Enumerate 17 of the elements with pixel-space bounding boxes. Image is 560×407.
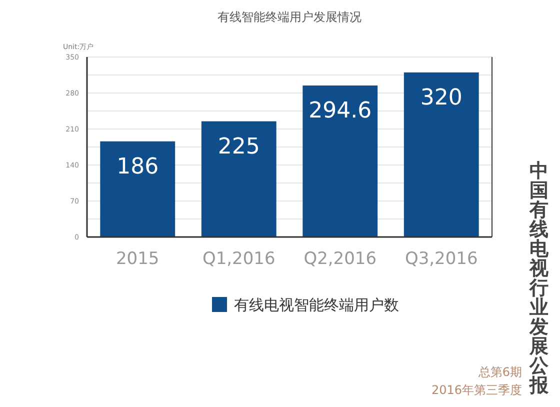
- data-label: 186: [116, 154, 159, 180]
- data-label: 294.6: [308, 98, 372, 124]
- x-tick-label: 2015: [116, 249, 160, 269]
- chart-title: 有线智能终端用户发展情况: [218, 10, 362, 24]
- bar: [201, 121, 276, 237]
- data-label: 320: [420, 85, 462, 110]
- bar: [404, 72, 479, 237]
- x-tick-label: Q2,2016: [304, 249, 377, 269]
- x-tick-label: Q1,2016: [202, 249, 276, 269]
- data-label: 225: [218, 134, 260, 160]
- x-tick-label: Q3,2016: [404, 249, 478, 269]
- bar: [100, 141, 176, 237]
- text: 2016年第三季度: [431, 383, 522, 397]
- legend-label: 有线电视智能终端用户数: [234, 296, 399, 314]
- text: 总第6期: [477, 365, 522, 379]
- bar: [302, 85, 378, 237]
- text: 中国有线电视行业发展公报: [530, 160, 548, 396]
